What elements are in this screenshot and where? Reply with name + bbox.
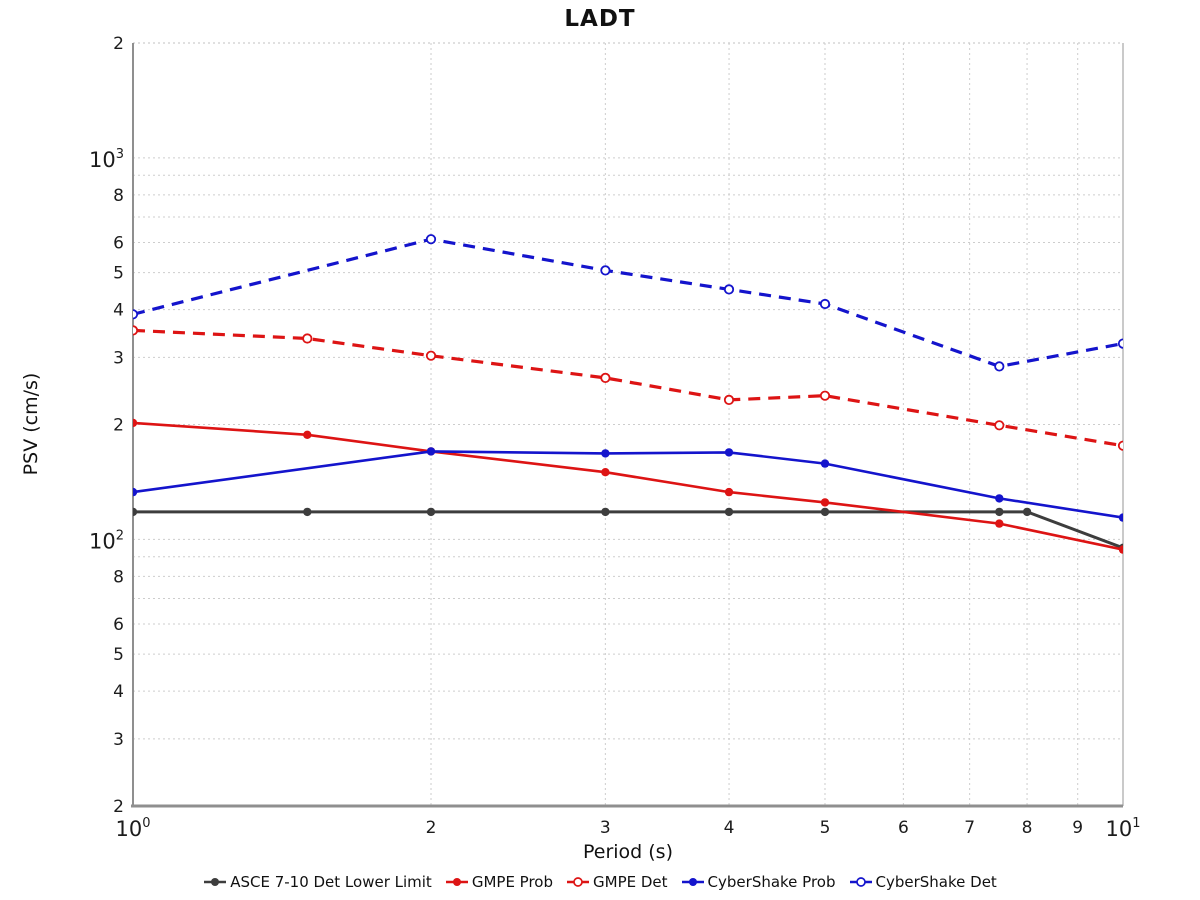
tick-label: 5 bbox=[113, 645, 124, 665]
legend-marker-icon bbox=[681, 878, 704, 886]
tick-label: 103 bbox=[89, 147, 124, 172]
data-point-marker bbox=[1118, 545, 1123, 554]
data-point-marker bbox=[133, 487, 138, 497]
data-point-marker bbox=[1117, 440, 1123, 451]
data-point-marker bbox=[133, 325, 139, 336]
tick-label: 8 bbox=[113, 186, 124, 206]
legend-label: ASCE 7-10 Det Lower Limit bbox=[230, 873, 432, 891]
data-point-marker bbox=[133, 309, 139, 320]
data-point-marker bbox=[994, 420, 1005, 431]
data-point-marker bbox=[819, 298, 831, 310]
legend-marker-icon bbox=[849, 877, 872, 887]
tick-label: 8 bbox=[113, 567, 124, 587]
data-point-marker bbox=[133, 418, 138, 428]
legend-item-cybershake-prob: CyberShake Prob bbox=[681, 873, 836, 891]
data-point-marker bbox=[995, 519, 1004, 528]
tick-label: 102 bbox=[89, 528, 124, 553]
tick-label: 8 bbox=[1022, 818, 1033, 838]
legend-marker-icon bbox=[567, 877, 590, 887]
chart-title: LADT bbox=[564, 6, 636, 32]
data-point-marker bbox=[1022, 507, 1032, 517]
tick-label: 3 bbox=[600, 818, 611, 838]
series-line bbox=[133, 237, 1123, 369]
tick-label: 5 bbox=[113, 264, 124, 284]
data-point-marker bbox=[1117, 338, 1123, 349]
tick-label: 2 bbox=[113, 34, 124, 54]
y-axis-label: PSV (cm/s) bbox=[20, 372, 42, 476]
data-point-marker bbox=[601, 449, 610, 458]
series-gmpe-det bbox=[133, 325, 1123, 451]
tick-label: 4 bbox=[724, 818, 735, 838]
series-asce-7-10-det-lower-limit bbox=[133, 507, 1123, 552]
series-line bbox=[133, 510, 1123, 550]
legend-marker-icon bbox=[204, 878, 227, 886]
legend-label: CyberShake Det bbox=[875, 873, 997, 891]
data-point-marker bbox=[303, 430, 312, 439]
data-point-marker bbox=[1118, 513, 1123, 522]
chart-legend: ASCE 7-10 Det Lower Limit GMPE Prob GMPE D… bbox=[0, 873, 1200, 891]
legend-label: CyberShake Prob bbox=[707, 873, 836, 891]
data-point-marker bbox=[601, 468, 610, 477]
data-point-marker bbox=[723, 394, 735, 405]
legend-item-gmpe-prob: GMPE Prob bbox=[445, 873, 553, 891]
data-point-marker bbox=[994, 361, 1005, 372]
tick-label: 2 bbox=[113, 797, 124, 817]
data-point-marker bbox=[425, 234, 437, 245]
data-point-marker bbox=[820, 507, 830, 517]
data-point-marker bbox=[426, 447, 436, 456]
series-line bbox=[133, 421, 1123, 551]
tick-label: 9 bbox=[1072, 818, 1083, 838]
tick-label: 6 bbox=[898, 818, 909, 838]
tick-label: 4 bbox=[113, 682, 124, 702]
tick-label: 101 bbox=[1105, 816, 1140, 841]
legend-label: GMPE Det bbox=[593, 873, 668, 891]
legend-label: GMPE Prob bbox=[471, 873, 554, 891]
data-point-marker bbox=[723, 284, 735, 295]
data-point-marker bbox=[724, 448, 734, 457]
series-cybershake-det bbox=[133, 234, 1123, 372]
legend-item-cybershake-det: CyberShake Det bbox=[849, 873, 997, 891]
series-cybershake-prob bbox=[133, 447, 1123, 522]
data-point-marker bbox=[426, 507, 436, 517]
data-point-marker bbox=[724, 507, 734, 517]
data-point-marker bbox=[995, 494, 1004, 503]
tick-label: 2 bbox=[113, 416, 124, 436]
tick-label: 100 bbox=[115, 816, 150, 841]
data-point-marker bbox=[995, 507, 1004, 517]
tick-label: 4 bbox=[113, 301, 124, 321]
data-point-marker bbox=[600, 372, 611, 383]
tick-label: 7 bbox=[964, 818, 975, 838]
tick-label: 2 bbox=[426, 818, 437, 838]
series-line bbox=[133, 328, 1123, 448]
tick-label: 6 bbox=[113, 233, 124, 253]
gridlines bbox=[133, 43, 1123, 806]
data-point-marker bbox=[819, 390, 831, 401]
tick-label: 3 bbox=[113, 348, 124, 368]
tick-label: 5 bbox=[820, 818, 831, 838]
legend-marker-icon bbox=[445, 878, 468, 886]
data-point-marker bbox=[425, 350, 437, 361]
series-gmpe-prob bbox=[133, 418, 1123, 554]
series-line bbox=[133, 450, 1123, 519]
data-point-marker bbox=[724, 487, 734, 497]
x-axis-label: Period (s) bbox=[582, 841, 673, 863]
data-point-marker bbox=[820, 498, 830, 507]
tick-label: 6 bbox=[113, 615, 124, 635]
data-point-marker bbox=[133, 507, 138, 517]
data-point-marker bbox=[600, 265, 611, 276]
data-point-marker bbox=[601, 507, 610, 517]
data-point-marker bbox=[302, 333, 313, 344]
legend-item-gmpe-det: GMPE Det bbox=[566, 873, 668, 891]
data-point-marker bbox=[303, 507, 312, 517]
series-group bbox=[133, 234, 1123, 554]
data-point-marker bbox=[820, 459, 830, 468]
legend-item-asce-7-10-det-lower-limit: ASCE 7-10 Det Lower Limit bbox=[203, 873, 432, 891]
tick-label: 3 bbox=[113, 730, 124, 750]
